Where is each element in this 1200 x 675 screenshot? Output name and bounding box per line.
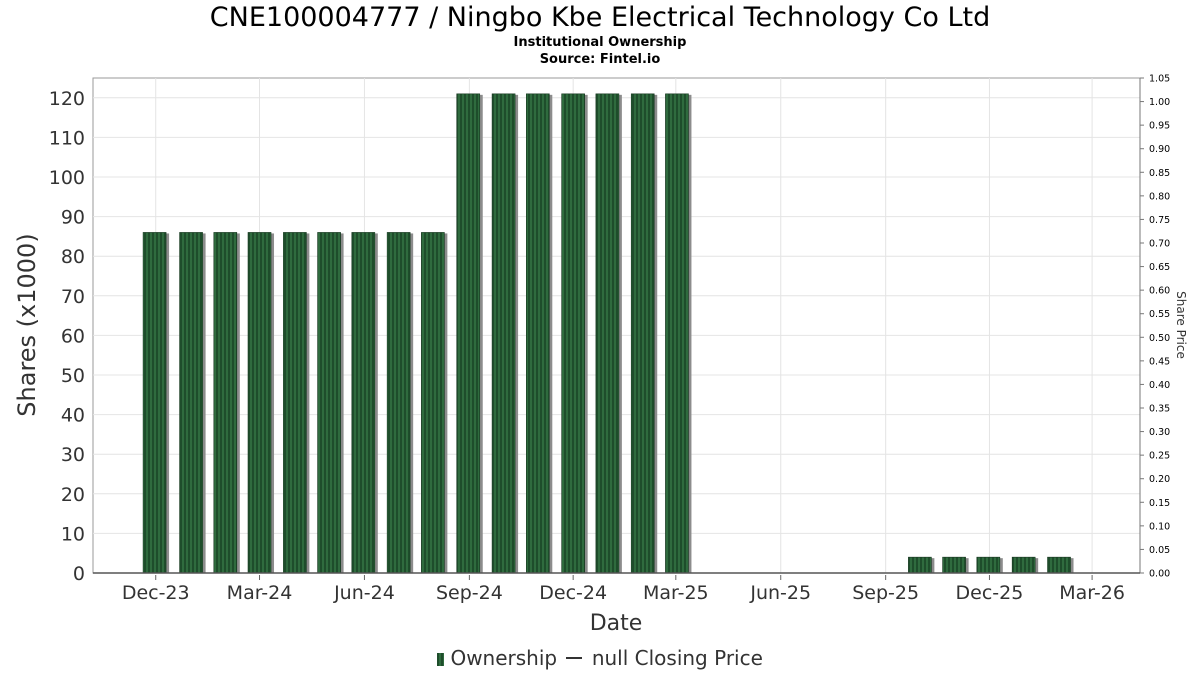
ownership-bar xyxy=(491,93,516,574)
y-tick-label: 80 xyxy=(61,246,85,268)
legend: Ownership null Closing Price xyxy=(0,646,1200,670)
x-tick-label: Sep-24 xyxy=(436,582,503,604)
y2-axis-label: Share Price xyxy=(1174,291,1188,359)
x-tick-label: Mar-24 xyxy=(227,582,293,604)
x-tick-label: Dec-23 xyxy=(122,582,190,604)
y-tick-label: 40 xyxy=(61,405,85,427)
ownership-bar xyxy=(630,93,655,574)
x-tick-label: Mar-25 xyxy=(643,582,709,604)
y2-tick-label: 0.55 xyxy=(1149,309,1170,320)
axis-layer: 0 10 20 30 40 50 60 70 80 90 100 110 120 Dec-23 Mar-24… xyxy=(49,74,1170,605)
y2-tick-label: 0.65 xyxy=(1149,262,1170,273)
y2-tick-label: 0.10 xyxy=(1149,521,1170,532)
y-tick-label: 100 xyxy=(49,167,85,189)
x-tick-label: Sep-25 xyxy=(852,582,919,604)
y2-tick-label: 0.85 xyxy=(1149,168,1170,179)
y2-tick-label: 0.35 xyxy=(1149,404,1170,415)
y-tick-label: 110 xyxy=(49,127,85,149)
y-tick-label: 120 xyxy=(49,88,85,110)
y2-tick-label: 0.30 xyxy=(1149,427,1170,438)
ownership-bar xyxy=(976,556,1001,574)
ownership-bar xyxy=(283,232,307,574)
ownership-bar xyxy=(179,232,203,574)
ownership-legend-swatch xyxy=(437,653,445,666)
y2-tick-label: 0.25 xyxy=(1149,451,1170,462)
ownership-bar xyxy=(665,93,689,574)
ownership-bar xyxy=(942,556,966,574)
price-legend-line xyxy=(566,657,583,659)
y2-tick-label: 0.45 xyxy=(1149,356,1170,367)
y-tick-label: 0 xyxy=(73,563,85,585)
x-tick-label: Dec-25 xyxy=(956,582,1024,604)
ownership-bar xyxy=(351,232,376,574)
y2-tick-label: 0.40 xyxy=(1149,380,1170,391)
chart-subtitle: Institutional Ownership xyxy=(513,35,687,50)
y2-tick-label: 0.00 xyxy=(1149,569,1170,580)
ownership-bar xyxy=(317,232,341,574)
y2-tick-label: 0.80 xyxy=(1149,191,1170,202)
ownership-bar xyxy=(247,232,272,574)
y2-tick-label: 0.05 xyxy=(1149,545,1170,556)
y-tick-label: 50 xyxy=(61,365,85,387)
y-tick-label: 90 xyxy=(61,207,85,229)
x-tick-label: Jun-25 xyxy=(749,582,811,604)
y2-tick-label: 0.20 xyxy=(1149,474,1170,485)
ownership-bar xyxy=(561,93,585,574)
x-tick-label: Mar-26 xyxy=(1059,582,1125,604)
y2-tick-label: 1.00 xyxy=(1149,97,1170,108)
y2-tick-label: 0.70 xyxy=(1149,239,1170,250)
ownership-bar xyxy=(456,93,481,574)
y-tick-label: 60 xyxy=(61,325,85,347)
x-tick-label: Jun-24 xyxy=(333,582,395,604)
y-axis-label: Shares (x1000) xyxy=(13,233,41,416)
ownership-bar xyxy=(526,93,550,574)
y2-tick-label: 0.75 xyxy=(1149,215,1170,226)
bar-layer xyxy=(142,93,1074,574)
ownership-bar xyxy=(595,93,620,574)
y2-tick-label: 0.50 xyxy=(1149,333,1170,344)
ownership-bar xyxy=(1011,556,1036,574)
ownership-bar xyxy=(386,232,411,574)
y-tick-label: 20 xyxy=(61,484,85,506)
chart-source: Source: Fintel.io xyxy=(539,52,661,67)
y2-tick-label: 1.05 xyxy=(1149,74,1170,85)
x-tick-label: Dec-24 xyxy=(539,582,607,604)
y2-tick-label: 0.95 xyxy=(1149,121,1170,132)
y-tick-label: 10 xyxy=(61,523,85,545)
ownership-bar xyxy=(908,556,932,574)
chart-title: CNE100004777 / Ningbo Kbe Electrical Tec… xyxy=(209,2,991,33)
price-legend-label: null Closing Price xyxy=(591,646,763,670)
x-axis-label: Date xyxy=(590,611,643,636)
ownership-bar xyxy=(213,232,238,574)
y2-tick-label: 0.60 xyxy=(1149,286,1170,297)
ownership-bar xyxy=(142,232,167,574)
ownership-legend-label: Ownership xyxy=(450,646,558,670)
y2-tick-label: 0.90 xyxy=(1149,144,1170,155)
ownership-bar xyxy=(1047,556,1071,574)
y2-tick-label: 0.15 xyxy=(1149,498,1170,509)
ownership-bar xyxy=(421,232,445,574)
y-tick-label: 30 xyxy=(61,444,85,466)
y-tick-label: 70 xyxy=(61,286,85,308)
